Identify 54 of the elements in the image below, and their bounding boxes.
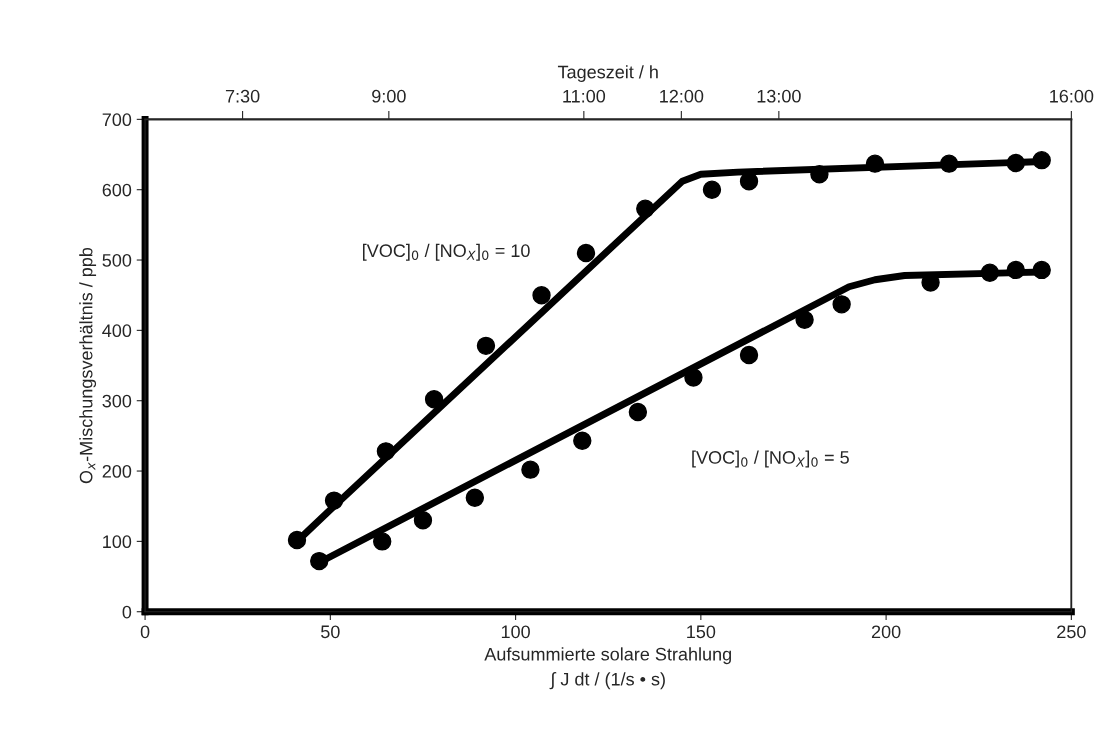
point [865, 154, 885, 173]
x2-tick-label: 16:00 [1050, 89, 1094, 103]
x-tick-label: 50 [321, 625, 340, 639]
point [1032, 150, 1051, 170]
point [324, 491, 344, 510]
y-tick-label: 500 [102, 253, 132, 267]
x-tick-label: 200 [871, 625, 901, 639]
x2-tick-label: 9:00 [372, 89, 406, 103]
annotation: [VOC]$_{0}$ / [NO$_{X}$]$_{0}$ = 10 [363, 243, 530, 261]
x-tick-label: 0 [140, 625, 150, 639]
point [573, 431, 592, 450]
point [1032, 260, 1051, 280]
x2-tick-label: 7:30 [225, 89, 260, 103]
point [739, 345, 759, 365]
x-tick-label: 250 [1057, 625, 1086, 639]
point [521, 460, 540, 479]
point [739, 172, 759, 191]
point [576, 243, 596, 263]
x2-axis-title: Tageszeit / h [557, 65, 658, 82]
point [702, 180, 722, 199]
y-tick-label: 200 [102, 464, 132, 478]
point [939, 154, 959, 173]
point [636, 199, 655, 218]
point [424, 390, 444, 409]
point [1006, 153, 1025, 173]
point [684, 368, 703, 387]
point [373, 532, 392, 551]
point [310, 551, 329, 571]
point [287, 530, 307, 550]
x-axis-title: Aufsummierte solare Strahlung ∫ J dt / (1/s • s) [484, 647, 731, 690]
y-tick-label: 300 [102, 394, 132, 408]
point [832, 295, 851, 314]
annotation: [VOC]$_{0}$ / [NO$_{X}$]$_{0}$ = 5 [692, 450, 849, 468]
x2-tick-label: 12:00 [660, 89, 704, 103]
y-tick-label: 700 [102, 113, 132, 127]
point [476, 336, 496, 356]
point [532, 286, 551, 305]
x-tick-label: 150 [687, 625, 716, 639]
x2-tick-label: 13:00 [757, 89, 801, 103]
point [376, 442, 396, 461]
point [413, 511, 433, 530]
x-tick-label: 100 [501, 625, 530, 639]
point [980, 263, 1000, 282]
x2-tick-label: 11:00 [563, 89, 606, 103]
y-tick-label: 100 [103, 535, 132, 549]
point [465, 488, 485, 507]
y-tick-label: 0 [122, 605, 132, 619]
y-tick-label: 600 [102, 183, 132, 197]
point [810, 165, 829, 184]
y-axis-title: O$_{x}$-Mischungsverhältnis / ppb [79, 247, 97, 484]
point [628, 402, 648, 422]
point [795, 310, 814, 330]
y-tick-label: 400 [102, 324, 132, 338]
point [1006, 260, 1025, 280]
